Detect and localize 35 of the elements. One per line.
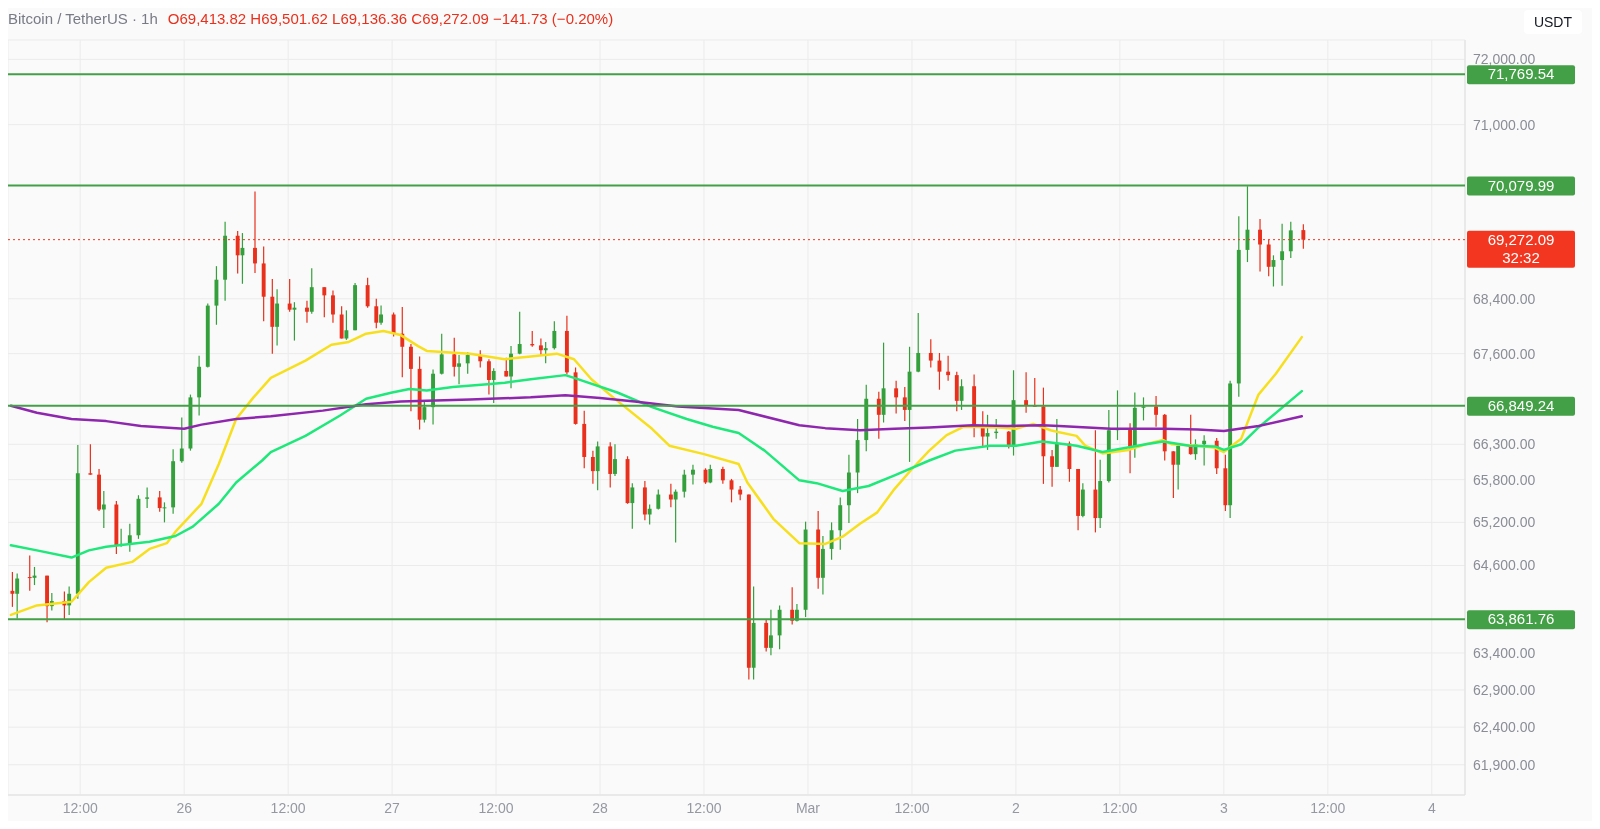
y-tick-label: 64,600.00 (1473, 557, 1536, 574)
y-tick-label: 63,400.00 (1473, 644, 1536, 661)
y-axis-title: USDT (1523, 10, 1582, 34)
y-tick-label: 67,600.00 (1473, 345, 1536, 362)
ref-line-label: 70,079.99 (1487, 176, 1555, 194)
x-tick-label: 12:00 (270, 799, 306, 816)
x-tick-label: 27 (384, 799, 401, 816)
chart-title: Bitcoin / TetherUS · 1h (8, 10, 158, 27)
x-tick-label: Mar (795, 799, 821, 816)
ref-line-label: 66,849.24 (1487, 396, 1555, 414)
y-tick-label: 68,400.00 (1473, 290, 1536, 307)
y-tick-label: 66,300.00 (1473, 436, 1536, 453)
chart-subtitle: O69,413.82 H69,501.62 L69,136.36 C69,272.09 −141.73 (−0.20%) (167, 10, 614, 27)
x-tick-label: 12:00 (1310, 799, 1346, 816)
y-tick-label: 62,900.00 (1473, 681, 1536, 698)
x-tick-label: 26 (176, 799, 193, 816)
y-tick-label: 71,000.00 (1473, 116, 1536, 133)
x-tick-label: 12:00 (686, 799, 722, 816)
x-tick-label: 12:00 (478, 799, 514, 816)
x-tick-label: 3 (1219, 799, 1228, 816)
y-tick-label: 72,000.00 (1473, 51, 1536, 68)
x-tick-label: 12:00 (894, 799, 930, 816)
y-tick-label: 62,400.00 (1473, 719, 1536, 736)
x-tick-label: 12:00 (1102, 799, 1138, 816)
ref-line-label: 69,272.09 (1487, 230, 1555, 248)
ref-line-label: 71,769.54 (1487, 65, 1555, 83)
y-tick-label: 65,200.00 (1473, 514, 1536, 531)
x-tick-label: 12:00 (62, 799, 98, 816)
y-tick-label: 61,900.00 (1473, 756, 1536, 773)
x-tick-label: 2 (1012, 799, 1021, 816)
ref-line-label: 63,861.76 (1487, 610, 1555, 628)
x-tick-label: 28 (592, 799, 609, 816)
x-tick-label: 4 (1427, 799, 1436, 816)
text: 32:32 (1502, 248, 1540, 266)
y-tick-label: 65,800.00 (1473, 471, 1536, 488)
